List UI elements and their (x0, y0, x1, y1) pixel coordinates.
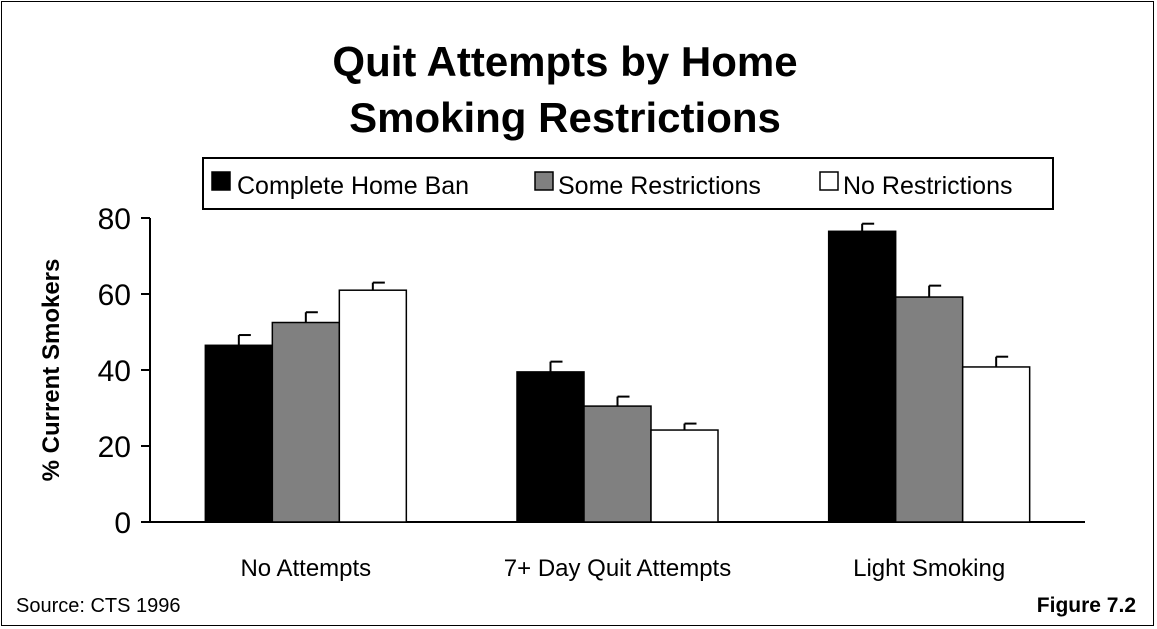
bar (338, 289, 408, 523)
y-axis-label: % Current Smokers (38, 259, 65, 482)
bars (204, 230, 1031, 523)
category-label: Light Smoking (853, 555, 1005, 582)
legend-swatch-some-restrictions (534, 171, 554, 191)
bar (894, 296, 964, 523)
y-tick-label: 80 (98, 203, 131, 236)
bar (516, 371, 585, 523)
legend-label-some-restrictions: Some Restrictions (558, 172, 761, 200)
legend-box (202, 157, 1054, 210)
bar (271, 321, 341, 523)
y-tick-label: 20 (98, 431, 131, 464)
legend-label-no-restrictions: No Restrictions (843, 172, 1013, 200)
y-tick-label: 60 (98, 279, 131, 312)
category-label: No Attempts (240, 555, 371, 582)
bar (204, 344, 274, 523)
bar (583, 405, 652, 523)
category-label: 7+ Day Quit Attempts (504, 555, 731, 582)
chart-title-line-1: Quit Attempts by Home (332, 38, 797, 85)
legend-swatch-no-restrictions (819, 171, 839, 191)
y-tick-label: 40 (98, 355, 131, 388)
figure-number: Figure 7.2 (1037, 594, 1136, 617)
source-note: Source: CTS 1996 (16, 595, 181, 617)
error-bars (237, 222, 1009, 431)
bar (650, 429, 719, 523)
axes: 0 20 40 60 80 (98, 203, 1085, 540)
legend-label-complete-home-ban: Complete Home Ban (237, 172, 469, 200)
category-labels: No Attempts 7+ Day Quit Attempts Light Smo… (240, 555, 1005, 582)
bar (827, 230, 897, 523)
legend-swatch-complete-home-ban (211, 171, 231, 191)
y-tick-label: 0 (114, 507, 131, 540)
bar (961, 366, 1031, 523)
legend: Complete Home Ban Some Restrictions No R… (202, 157, 1054, 210)
chart-title-line-2: Smoking Restrictions (349, 94, 781, 141)
